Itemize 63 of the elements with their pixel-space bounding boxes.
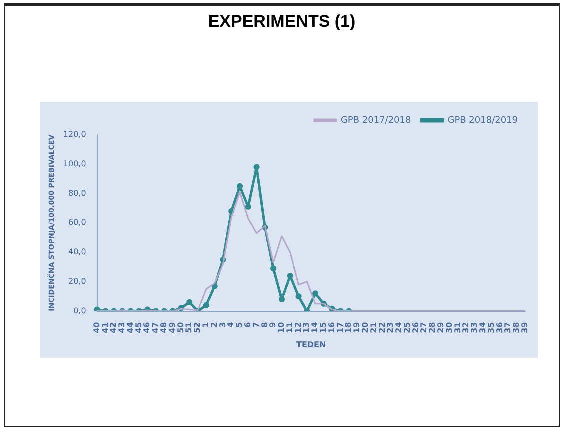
x-tick-label: 3 — [218, 322, 228, 328]
x-tick-label: 48 — [160, 322, 169, 334]
x-tick-label: 7 — [252, 322, 261, 328]
x-tick-label: 37 — [504, 322, 513, 334]
y-tick-label: 100,0 — [63, 159, 86, 168]
legend-label: GPB 2018/2019 — [448, 116, 518, 126]
x-tick-label: 14 — [310, 322, 320, 334]
chart-title: EXPERIMENTS (1) — [207, 12, 357, 32]
x-tick-label: 26 — [411, 322, 420, 334]
x-tick-label: 19 — [352, 322, 362, 334]
x-tick-label: 24 — [394, 322, 404, 334]
x-tick-label: 33 — [470, 322, 480, 334]
x-tick-label: 6 — [243, 322, 252, 328]
x-tick-label: 8 — [260, 322, 270, 328]
x-tick-label: 23 — [386, 322, 396, 334]
x-tick-label: 50 — [176, 322, 186, 334]
x-tick-label: 22 — [378, 322, 387, 334]
y-tick-label: 0,0 — [74, 306, 86, 316]
x-tick-label: 29 — [436, 322, 446, 334]
y-tick-label: 120,0 — [63, 130, 86, 140]
x-tick-label: 25 — [402, 322, 412, 334]
x-tick-label: 38 — [512, 322, 522, 334]
x-tick-label: 30 — [444, 322, 454, 334]
x-tick-label: 45 — [134, 322, 144, 334]
x-tick-label: 39 — [520, 322, 530, 334]
x-tick-label: 28 — [428, 322, 438, 334]
y-tick-label: 60,0 — [68, 218, 86, 228]
x-tick-label: 11 — [285, 322, 294, 334]
y-tick-label: 80,0 — [68, 188, 86, 198]
x-tick-label: 51 — [184, 322, 194, 334]
x-tick-label: 41 — [100, 322, 110, 334]
x-tick-label: 1 — [202, 322, 211, 328]
x-tick-label: 17 — [336, 322, 345, 334]
x-tick-label: 9 — [268, 322, 278, 328]
y-tick-label: 20,0 — [68, 276, 86, 286]
x-tick-label: 16 — [327, 322, 336, 334]
x-tick-label: 10 — [277, 322, 286, 334]
x-tick-label: 2 — [210, 322, 219, 328]
x-tick-label: 44 — [126, 322, 135, 334]
x-tick-label: 15 — [319, 322, 328, 334]
x-tick-label: 21 — [369, 322, 378, 334]
x-tick-label: 5 — [235, 322, 244, 328]
x-tick-label: 49 — [168, 322, 177, 334]
x-tick-label: 13 — [302, 322, 312, 334]
x-tick-label: 47 — [151, 322, 160, 334]
x-tick-label: 18 — [344, 322, 354, 334]
x-axis-title: TEDEN — [296, 340, 326, 350]
legend-label: GPB 2017/2018 — [340, 116, 412, 126]
x-tick-label: 12 — [294, 322, 303, 334]
x-tick-label: 46 — [142, 322, 152, 334]
x-tick-label: 52 — [193, 322, 202, 334]
x-tick-label: 35 — [486, 322, 496, 334]
y-tick-label: 40,0 — [68, 248, 86, 257]
x-tick-label: 42 — [109, 322, 118, 334]
x-tick-label: 20 — [360, 322, 370, 334]
x-tick-label: 40 — [92, 322, 102, 334]
x-tick-label: 43 — [118, 322, 127, 334]
x-tick-label: 36 — [495, 322, 504, 334]
x-tick-label: 31 — [453, 322, 462, 334]
x-tick-label: 32 — [462, 322, 471, 334]
x-tick-label: 27 — [420, 322, 429, 334]
x-tick-label: 34 — [478, 322, 488, 334]
x-tick-label: 4 — [226, 322, 236, 328]
